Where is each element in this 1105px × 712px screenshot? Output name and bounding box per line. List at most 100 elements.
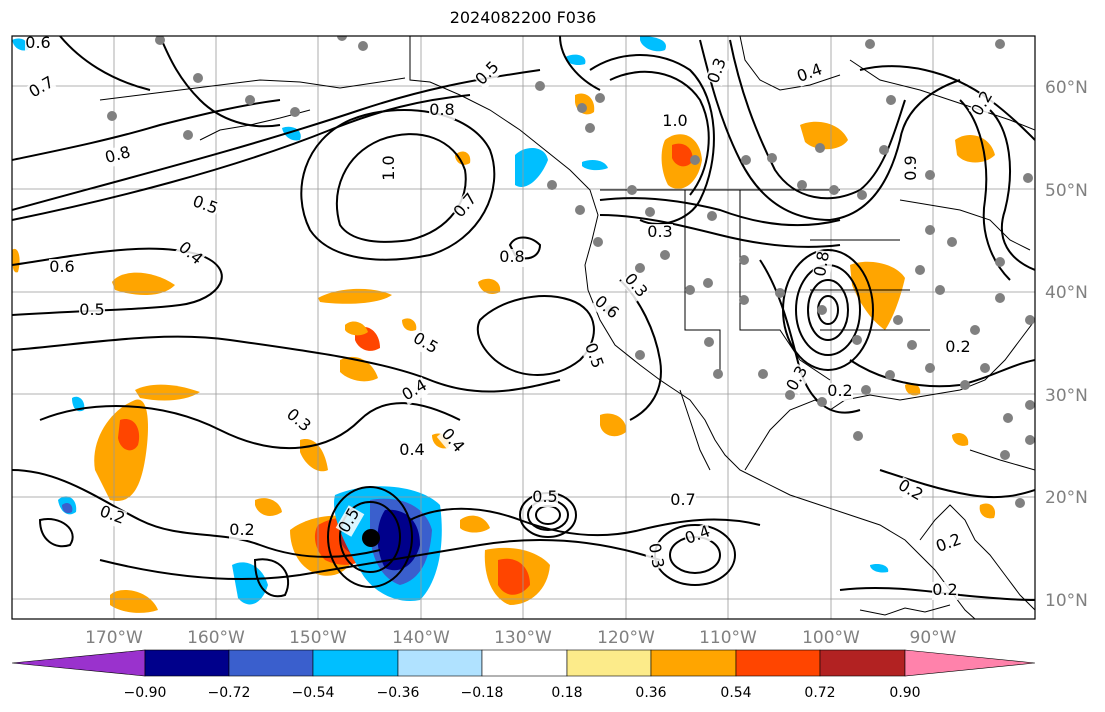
shade-orange bbox=[255, 498, 282, 516]
lon-label: 160°W bbox=[187, 628, 245, 648]
contour-label-bg bbox=[229, 522, 255, 540]
shade-orange bbox=[478, 278, 501, 294]
contour-label-bg bbox=[429, 102, 455, 120]
shade-orange bbox=[979, 503, 996, 519]
shade-orange bbox=[318, 288, 392, 304]
contour-label-bg bbox=[643, 541, 667, 571]
contour-label: 0.2 bbox=[827, 381, 852, 400]
shade-orange bbox=[345, 321, 368, 336]
contour-label-bg bbox=[49, 259, 75, 277]
shade-sky bbox=[72, 396, 85, 412]
lon-label: 100°W bbox=[802, 628, 860, 648]
shade-orange bbox=[850, 261, 905, 330]
colorbar-bin bbox=[228, 649, 314, 677]
chart-title: 2024082200 F036 bbox=[449, 8, 597, 27]
contour-label-bg bbox=[79, 302, 105, 320]
contour-label: 0.4 bbox=[399, 440, 424, 459]
shade-sky bbox=[12, 38, 29, 51]
lat-label: 60°N bbox=[1045, 78, 1088, 98]
station-markers bbox=[107, 36, 1035, 508]
contour-label-bg bbox=[968, 88, 998, 120]
contour-label-bg bbox=[381, 155, 399, 181]
shade-royal bbox=[62, 502, 73, 514]
contour-label-bg bbox=[662, 113, 688, 131]
shade-sky bbox=[232, 562, 268, 605]
contour-label-bg bbox=[282, 405, 314, 437]
map-border bbox=[11, 35, 1036, 620]
contour-label-bg bbox=[399, 442, 425, 460]
latitude-labels: 60°N 50°N 40°N 30°N 20°N 10°N bbox=[1045, 78, 1088, 611]
lon-label: 110°W bbox=[699, 628, 757, 648]
contour-label-bg bbox=[811, 249, 835, 279]
colorbar-arrow-low bbox=[11, 649, 146, 677]
lon-label: 120°W bbox=[597, 628, 655, 648]
contour-label: 0.7 bbox=[670, 490, 695, 509]
contour-label-bg bbox=[103, 143, 133, 169]
contour-lines bbox=[12, 36, 1035, 601]
contour-label: 0.6 bbox=[25, 33, 50, 52]
contour-label-bg bbox=[794, 61, 826, 87]
contour-label-bg bbox=[932, 582, 958, 600]
colorbar-tick-label: 0.90 bbox=[889, 685, 920, 701]
shade-sky bbox=[582, 160, 608, 171]
coastlines bbox=[99, 36, 1035, 619]
lat-label: 50°N bbox=[1045, 181, 1088, 201]
contour-label: 0.5 bbox=[532, 487, 557, 506]
shade-orange-red bbox=[118, 419, 140, 451]
contour-label-bg bbox=[532, 489, 558, 507]
contour-label-bg bbox=[399, 376, 431, 406]
contour-label: 0.2 bbox=[229, 520, 254, 539]
contour-label-bg bbox=[827, 383, 853, 401]
shade-orange bbox=[905, 383, 921, 396]
contour-label-bg bbox=[682, 523, 714, 549]
contour-label: 0.8 bbox=[429, 100, 454, 119]
colorbar-bin bbox=[312, 649, 399, 677]
contour-label: 0.8 bbox=[810, 250, 833, 278]
colorbar-bin bbox=[481, 649, 568, 677]
contour-label: 1.0 bbox=[379, 155, 398, 180]
contour-label: 0.2 bbox=[945, 337, 970, 356]
colorbar-tick-label: −0.90 bbox=[124, 685, 167, 701]
contour-label: 0.8 bbox=[499, 247, 524, 266]
lon-label: 130°W bbox=[494, 628, 552, 648]
colorbar-bin bbox=[566, 649, 652, 677]
contour-label-bg bbox=[335, 505, 365, 537]
lat-label: 40°N bbox=[1045, 283, 1088, 303]
contour-label-bg bbox=[894, 476, 926, 506]
shade-orange bbox=[600, 413, 627, 437]
contour-label-bg bbox=[174, 238, 206, 270]
colorbar-tick-label: 0.18 bbox=[551, 685, 582, 701]
lon-label: 150°W bbox=[289, 628, 347, 648]
colorbar bbox=[11, 649, 1036, 677]
lat-label: 30°N bbox=[1045, 386, 1088, 406]
colorbar-tick-label: 0.54 bbox=[720, 685, 751, 701]
contour-label-bg bbox=[580, 340, 606, 372]
contour-label: 0.6 bbox=[49, 257, 74, 276]
shade-orange bbox=[952, 433, 969, 446]
longitude-labels: 170°W 160°W 150°W 140°W 130°W 120°W 110°… bbox=[85, 628, 957, 648]
contour-label-bg bbox=[499, 249, 525, 267]
lon-label: 140°W bbox=[392, 628, 450, 648]
colorbar-bin bbox=[397, 649, 483, 677]
lon-label: 90°W bbox=[910, 628, 957, 648]
contour-label: 0.2 bbox=[932, 580, 957, 599]
contour-label: 0.3 bbox=[647, 222, 672, 241]
contour-label: 1.0 bbox=[662, 111, 687, 130]
colorbar-tick-label: −0.18 bbox=[461, 685, 504, 701]
colorbar-tick-label: 0.72 bbox=[804, 685, 835, 701]
contour-label: 0.3 bbox=[645, 542, 668, 570]
contour-label: 0.5 bbox=[79, 300, 104, 319]
colorbar-bin bbox=[735, 649, 821, 677]
shade-orange bbox=[112, 272, 175, 295]
contour-label-bg bbox=[472, 58, 504, 90]
contour-label-bg bbox=[26, 73, 58, 103]
contour-label-bg bbox=[647, 224, 673, 242]
storm-center-marker bbox=[362, 529, 380, 547]
shade-orange-red bbox=[498, 558, 530, 595]
colorbar-ticks: −0.90 −0.72 −0.54 −0.36 −0.18 0.18 0.36 … bbox=[124, 685, 921, 701]
lon-label: 170°W bbox=[85, 628, 143, 648]
contour-label: 0.9 bbox=[901, 155, 920, 180]
shade-orange bbox=[12, 248, 20, 273]
contour-label-bg bbox=[436, 425, 468, 457]
shade-sky bbox=[565, 54, 586, 66]
